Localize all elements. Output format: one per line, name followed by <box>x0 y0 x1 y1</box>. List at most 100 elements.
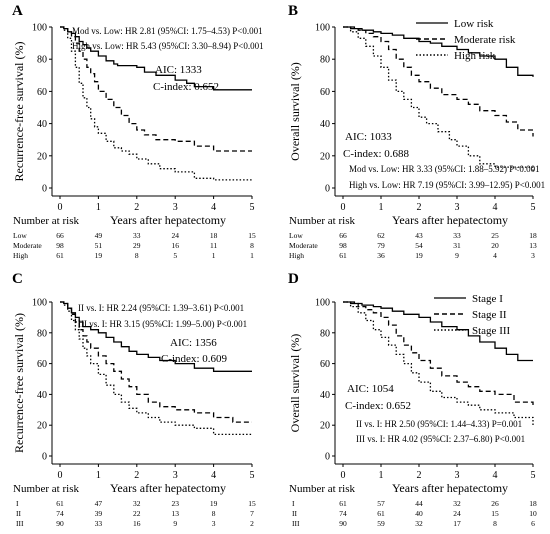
risk-count: 49 <box>95 231 103 240</box>
y-tick-label: 40 <box>37 119 47 130</box>
risk-count: 25 <box>491 231 499 240</box>
legend-label: Moderate risk <box>454 34 516 46</box>
risk-count: 8 <box>212 509 216 518</box>
x-tick-label: 3 <box>455 202 460 213</box>
y-axis-label: Overall survival (%) <box>288 334 302 433</box>
risk-count: 13 <box>529 241 537 250</box>
y-tick-label: 40 <box>37 390 47 401</box>
x-tick-label: 0 <box>58 470 63 481</box>
x-axis-label: Years after hepatectomy <box>392 213 508 227</box>
risk-count: 9 <box>455 251 459 260</box>
risk-count: 57 <box>377 499 385 508</box>
risk-count: 43 <box>415 231 423 240</box>
legend-label: Stage II <box>472 309 507 321</box>
y-tick-label: 60 <box>37 359 47 370</box>
y-tick-label: 100 <box>32 298 47 309</box>
risk-count: 40 <box>415 509 423 518</box>
y-tick-label: 20 <box>320 151 330 162</box>
y-tick-label: 0 <box>42 452 47 463</box>
survival-curve-dashed <box>60 301 252 423</box>
panel-label: A <box>12 3 23 19</box>
risk-count: 2 <box>250 519 254 528</box>
risk-count: 10 <box>529 509 537 518</box>
y-tick-label: 0 <box>325 184 330 195</box>
risk-row-label: Moderate <box>13 241 42 250</box>
risk-count: 61 <box>377 509 385 518</box>
survival-curve-dashed <box>60 26 252 152</box>
panel-d: D 0 20 40 60 80 100 0 1 2 3 4 5 Overall survival (%) N… <box>288 271 537 528</box>
x-axis-label: Years after hepatectomy <box>110 481 226 495</box>
risk-count: 33 <box>453 231 461 240</box>
annotation: AIC: 1356 <box>170 337 217 349</box>
y-tick-label: 20 <box>37 421 47 432</box>
y-tick-label: 60 <box>37 87 47 98</box>
annotation: III vs. I: HR 3.15 (95%CI: 1.99–5.00) P<… <box>78 319 247 329</box>
survival-curve-dashed <box>343 26 534 137</box>
x-tick-label: 0 <box>341 202 346 213</box>
risk-count: 98 <box>339 241 347 250</box>
x-tick-label: 0 <box>58 202 63 213</box>
risk-count: 16 <box>171 241 179 250</box>
risk-table-header: Number at risk <box>13 215 79 227</box>
risk-table-header: Number at risk <box>289 215 355 227</box>
risk-row-label: II <box>292 509 297 518</box>
risk-count: 59 <box>377 519 385 528</box>
risk-count: 8 <box>493 519 497 528</box>
risk-count: 15 <box>491 509 499 518</box>
y-tick-label: 60 <box>320 87 330 98</box>
legend-label: Low risk <box>454 18 494 30</box>
risk-count: 98 <box>56 241 64 250</box>
risk-count: 11 <box>210 241 217 250</box>
x-tick-label: 3 <box>173 470 178 481</box>
risk-count: 44 <box>415 499 423 508</box>
risk-count: 23 <box>171 499 179 508</box>
y-tick-label: 40 <box>320 390 330 401</box>
risk-count: 90 <box>339 519 347 528</box>
risk-count: 19 <box>415 251 423 260</box>
risk-count: 1 <box>212 251 216 260</box>
x-tick-label: 4 <box>211 202 216 213</box>
survival-curve-solid <box>343 26 534 77</box>
risk-count: 79 <box>377 241 385 250</box>
x-tick-label: 1 <box>379 202 384 213</box>
annotation: C-index: 0.652 <box>153 81 219 93</box>
risk-count: 51 <box>95 241 103 250</box>
x-tick-label: 4 <box>493 470 498 481</box>
risk-row-label: Low <box>289 231 303 240</box>
x-tick-label: 1 <box>96 470 101 481</box>
panel-label: C <box>12 271 23 287</box>
annotation: AIC: 1054 <box>347 383 394 395</box>
risk-count: 15 <box>248 499 256 508</box>
risk-count: 8 <box>250 241 254 250</box>
risk-count: 74 <box>339 509 347 518</box>
risk-count: 54 <box>415 241 423 250</box>
risk-count: 62 <box>377 231 385 240</box>
x-tick-label: 5 <box>250 202 255 213</box>
risk-count: 90 <box>56 519 64 528</box>
x-tick-label: 2 <box>134 470 139 481</box>
x-tick-label: 2 <box>417 202 422 213</box>
risk-table-header: Number at risk <box>289 483 355 495</box>
y-tick-label: 80 <box>37 328 47 339</box>
risk-count: 18 <box>529 231 537 240</box>
annotation: II vs. I: HR 2.24 (95%CI: 1.39–3.61) P<0… <box>78 303 244 313</box>
risk-count: 7 <box>250 509 254 518</box>
risk-count: 36 <box>377 251 385 260</box>
risk-count: 13 <box>171 509 179 518</box>
annotation: II vs. I: HR 2.50 (95%CI: 1.44–4.33) P=0… <box>356 419 522 429</box>
annotation: C-index: 0.688 <box>343 148 409 160</box>
risk-count: 8 <box>135 251 139 260</box>
x-tick-label: 5 <box>250 470 255 481</box>
risk-count: 18 <box>529 499 537 508</box>
panel-label: D <box>288 271 299 287</box>
x-tick-label: 4 <box>493 202 498 213</box>
risk-count: 66 <box>56 231 64 240</box>
y-tick-label: 20 <box>320 421 330 432</box>
risk-count: 29 <box>133 241 141 250</box>
risk-count: 39 <box>95 509 103 518</box>
panel-a: A 0 20 40 60 80 100 0 1 2 3 4 5 Recurrence-free survi… <box>12 3 264 260</box>
y-tick-label: 100 <box>32 23 47 34</box>
risk-count: 1 <box>250 251 254 260</box>
